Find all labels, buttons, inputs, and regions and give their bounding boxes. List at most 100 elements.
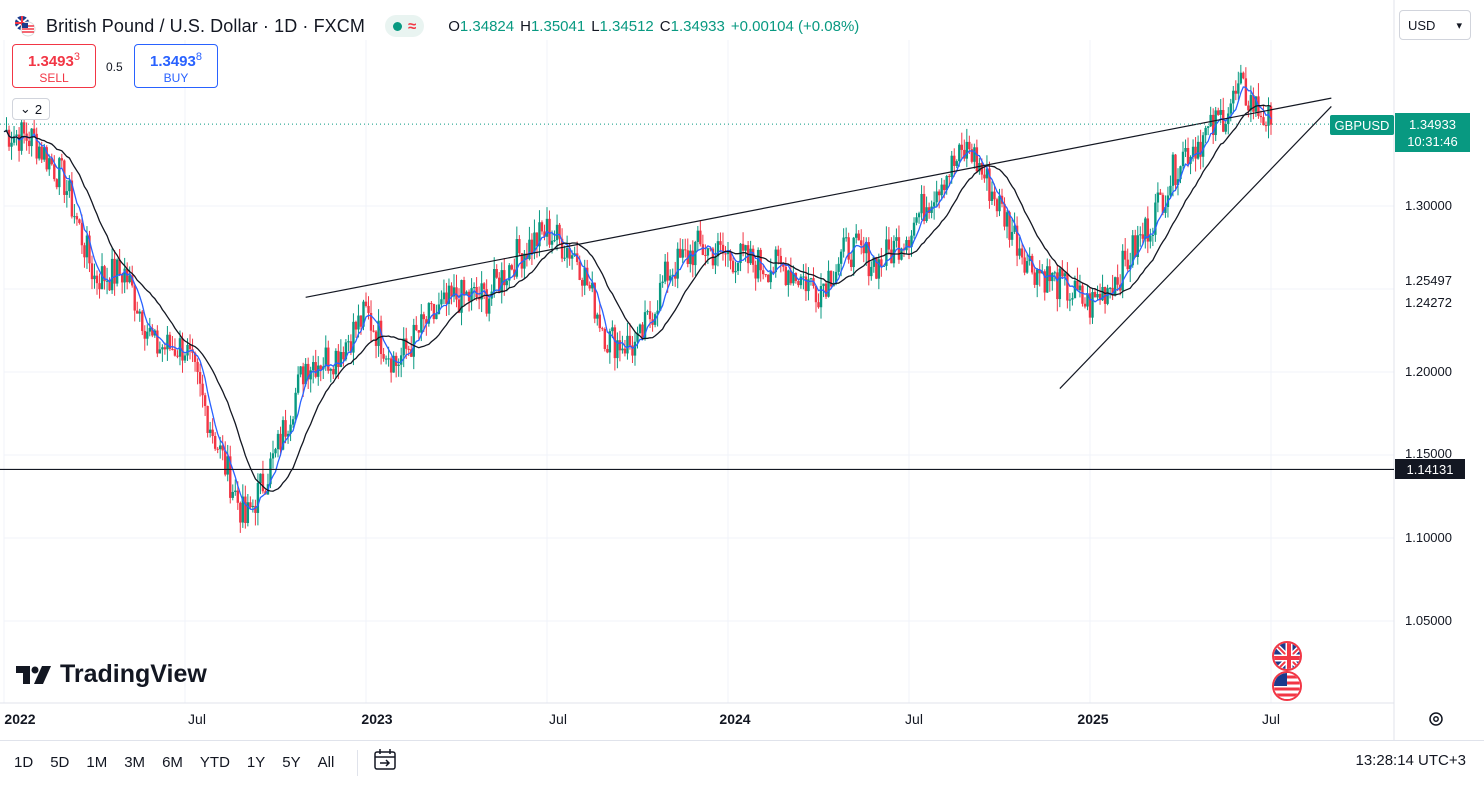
candle-body bbox=[505, 280, 508, 286]
candle-body bbox=[668, 275, 672, 281]
candle-body bbox=[344, 342, 348, 360]
candle-body bbox=[1232, 90, 1235, 104]
candle-body bbox=[186, 344, 189, 356]
candle-body bbox=[1046, 266, 1049, 293]
candle-body bbox=[611, 327, 614, 332]
candle-body bbox=[809, 278, 813, 280]
candle-body bbox=[475, 286, 478, 298]
symbol-title[interactable]: British Pound / U.S. Dollar · 1D · FXCM bbox=[46, 15, 365, 36]
candle-body bbox=[887, 239, 891, 250]
candle-body bbox=[221, 445, 224, 451]
candle-body bbox=[193, 352, 197, 362]
us-event-flag-icon[interactable] bbox=[1272, 671, 1302, 701]
date-range-icon[interactable] bbox=[372, 747, 398, 778]
candle-body bbox=[78, 219, 81, 223]
candle-body bbox=[384, 358, 388, 360]
gear-icon[interactable] bbox=[1427, 710, 1445, 728]
candle-body bbox=[440, 299, 443, 305]
candle-body bbox=[963, 149, 966, 159]
candle-body bbox=[663, 261, 667, 282]
candle-body bbox=[613, 327, 617, 359]
candle-body bbox=[462, 280, 466, 296]
range-5y-button[interactable]: 5Y bbox=[282, 754, 301, 771]
market-status-pill[interactable]: ≈ bbox=[384, 15, 425, 37]
candle-body bbox=[55, 179, 58, 188]
candle-body bbox=[1217, 110, 1220, 115]
candle-body bbox=[709, 248, 712, 250]
candle-body bbox=[37, 146, 41, 159]
candle-body bbox=[1164, 206, 1167, 213]
candle-body bbox=[862, 245, 865, 254]
candle-body bbox=[1259, 115, 1263, 118]
candle-body bbox=[699, 230, 702, 245]
candle-body bbox=[570, 255, 574, 259]
candle-body bbox=[387, 358, 390, 360]
candle-body bbox=[392, 355, 395, 373]
candle-body bbox=[661, 281, 664, 283]
candle-body bbox=[254, 505, 257, 513]
candle-body bbox=[749, 248, 752, 264]
candle-body bbox=[498, 277, 501, 293]
candle-body bbox=[480, 283, 483, 300]
candle-body bbox=[950, 155, 953, 177]
candle-body bbox=[1013, 225, 1016, 232]
candle-body bbox=[301, 366, 305, 385]
candle-body bbox=[482, 283, 486, 290]
candle-body bbox=[359, 315, 363, 327]
range-1y-button[interactable]: 1Y bbox=[246, 754, 266, 771]
candle-body bbox=[1098, 294, 1102, 301]
currency-select[interactable]: USD ▾ bbox=[1399, 10, 1471, 40]
candle-body bbox=[279, 433, 282, 450]
candle-body bbox=[819, 286, 823, 308]
candle-body bbox=[666, 261, 669, 281]
candle-body bbox=[965, 141, 969, 159]
candle-body bbox=[1176, 179, 1180, 186]
candle-body bbox=[407, 348, 410, 350]
candle-body bbox=[1061, 268, 1064, 277]
candle-body bbox=[842, 237, 845, 252]
candle-body bbox=[1116, 277, 1119, 285]
candle-body bbox=[452, 287, 456, 297]
range-6m-button[interactable]: 6M bbox=[162, 754, 183, 771]
candle-body bbox=[827, 270, 830, 297]
candle-body bbox=[372, 330, 375, 332]
candle-body bbox=[88, 235, 91, 264]
candle-body bbox=[555, 224, 559, 241]
candle-body bbox=[362, 301, 365, 327]
candle-body bbox=[236, 490, 239, 503]
uk-event-flag-icon[interactable] bbox=[1272, 641, 1302, 671]
buy-button[interactable]: 1.34938 BUY bbox=[134, 44, 218, 88]
candle-body bbox=[211, 429, 214, 436]
candle-body bbox=[291, 419, 295, 425]
candle-body bbox=[741, 243, 745, 251]
candle-body bbox=[844, 237, 848, 239]
indicators-toggle-button[interactable]: ⌄ 2 bbox=[12, 98, 50, 120]
candle-body bbox=[1214, 110, 1217, 136]
candle-body bbox=[1239, 72, 1243, 84]
range-3m-button[interactable]: 3M bbox=[124, 754, 146, 771]
range-all-button[interactable]: All bbox=[317, 754, 335, 771]
candle-body bbox=[628, 335, 632, 346]
candle-body bbox=[751, 248, 755, 265]
candle-body bbox=[70, 180, 74, 217]
range-ytd-button[interactable]: YTD bbox=[199, 754, 230, 771]
range-5d-button[interactable]: 5D bbox=[50, 754, 70, 771]
candle-body bbox=[166, 334, 169, 350]
candle-body bbox=[608, 331, 612, 353]
candle-body bbox=[131, 275, 134, 286]
sell-button[interactable]: 1.34933 SELL bbox=[12, 44, 96, 88]
range-1d-button[interactable]: 1D bbox=[14, 754, 34, 771]
clock[interactable]: 13:28:14 UTC+3 bbox=[1355, 752, 1467, 769]
range-1m-button[interactable]: 1M bbox=[86, 754, 108, 771]
tradingview-logo[interactable]: TradingView bbox=[16, 660, 207, 689]
horizontal-line-label: 1.14131 bbox=[1395, 459, 1465, 479]
lower-trendline bbox=[1059, 105, 1332, 390]
candle-body bbox=[565, 248, 569, 258]
candle-body bbox=[892, 240, 896, 264]
candle-body bbox=[181, 338, 184, 361]
candle-body bbox=[907, 240, 911, 248]
candle-body bbox=[168, 334, 172, 349]
candle-body bbox=[397, 364, 400, 366]
candle-body bbox=[1073, 280, 1077, 299]
